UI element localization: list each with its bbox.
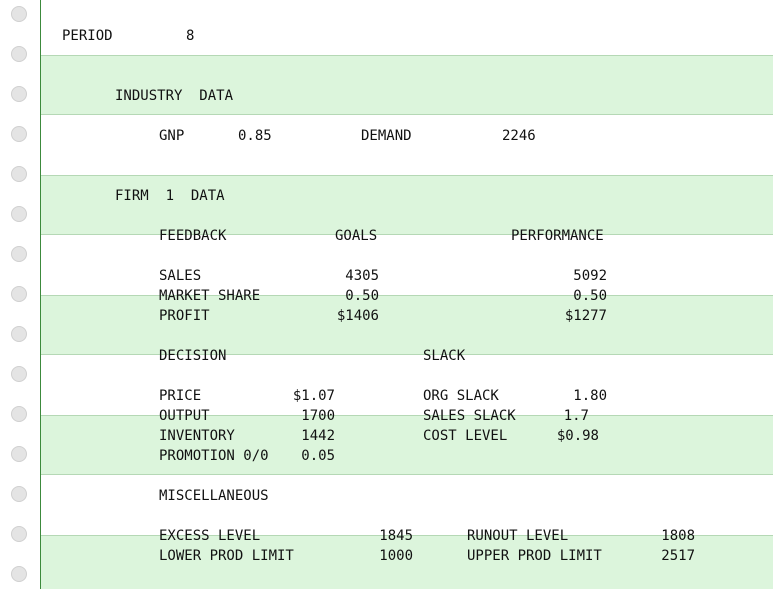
gnp-value: 0.85 — [238, 128, 272, 144]
feed-hole-icon — [11, 526, 27, 542]
feed-hole-icon — [11, 246, 27, 262]
upper-prod-limit-value: 2517 — [661, 548, 695, 564]
inventory-label: INVENTORY — [159, 428, 235, 444]
cost-level-value: $0.98 — [556, 428, 599, 444]
org-slack-value: 1.80 — [573, 388, 607, 404]
feed-hole-icon — [11, 446, 27, 462]
demand-label: DEMAND — [361, 128, 412, 144]
upper-prod-limit-label: UPPER PROD LIMIT — [467, 548, 602, 564]
feed-hole-icon — [11, 166, 27, 182]
slack-label: SLACK — [423, 348, 466, 364]
sales-label: SALES — [159, 268, 202, 284]
market-share-goal: 0.50 — [345, 288, 379, 304]
market-share-label: MARKET SHARE — [159, 288, 261, 304]
cost-level-label: COST LEVEL — [423, 428, 508, 444]
gnp-label: GNP — [159, 128, 185, 144]
misc-label: MISCELLANEOUS — [159, 488, 269, 504]
price-label: PRICE — [159, 388, 202, 404]
feed-hole-icon — [11, 126, 27, 142]
feed-hole-icon — [11, 86, 27, 102]
firm-heading: FIRM 1 DATA — [115, 188, 225, 204]
sales-performance: 5092 — [573, 268, 607, 284]
promotion-label: PROMOTION 0/0 — [159, 448, 269, 464]
green-bar — [41, 295, 773, 355]
performance-header: PERFORMANCE — [511, 228, 604, 244]
profit-label: PROFIT — [159, 308, 210, 324]
profit-goal: $1406 — [336, 308, 379, 324]
green-bar — [41, 415, 773, 475]
output-value: 1700 — [301, 408, 335, 424]
demand-value: 2246 — [502, 128, 536, 144]
feedback-label: FEEDBACK — [159, 228, 227, 244]
sales-slack-value: 1.7 — [563, 408, 589, 424]
tractor-feed-holes — [0, 0, 40, 589]
price-value: $1.07 — [292, 388, 335, 404]
goals-header: GOALS — [335, 228, 378, 244]
lower-prod-limit-label: LOWER PROD LIMIT — [159, 548, 294, 564]
feed-hole-icon — [11, 406, 27, 422]
printout-paper: PERIOD 8 INDUSTRY DATA GNP 0.85 DEMAND 2… — [40, 0, 773, 589]
runout-level-value: 1808 — [661, 528, 695, 544]
excess-level-value: 1845 — [379, 528, 413, 544]
runout-level-label: RUNOUT LEVEL — [467, 528, 569, 544]
market-share-performance: 0.50 — [573, 288, 607, 304]
inventory-value: 1442 — [301, 428, 335, 444]
feed-hole-icon — [11, 206, 27, 222]
profit-performance: $1277 — [564, 308, 607, 324]
output-label: OUTPUT — [159, 408, 210, 424]
lower-prod-limit-value: 1000 — [379, 548, 413, 564]
feed-hole-icon — [11, 46, 27, 62]
green-bar — [41, 535, 773, 589]
sales-slack-label: SALES SLACK — [423, 408, 516, 424]
excess-level-label: EXCESS LEVEL — [159, 528, 261, 544]
sales-goal: 4305 — [345, 268, 379, 284]
feed-hole-icon — [11, 566, 27, 582]
promotion-value: 0.05 — [301, 448, 335, 464]
feed-hole-icon — [11, 6, 27, 22]
feed-hole-icon — [11, 286, 27, 302]
decision-label: DECISION — [159, 348, 227, 364]
industry-heading: INDUSTRY DATA — [115, 88, 234, 104]
feed-hole-icon — [11, 326, 27, 342]
feed-hole-icon — [11, 366, 27, 382]
green-bar — [41, 175, 773, 235]
feed-hole-icon — [11, 486, 27, 502]
org-slack-label: ORG SLACK — [423, 388, 499, 404]
period-label: PERIOD — [62, 28, 113, 44]
period-value: 8 — [186, 28, 195, 44]
green-bar — [41, 55, 773, 115]
